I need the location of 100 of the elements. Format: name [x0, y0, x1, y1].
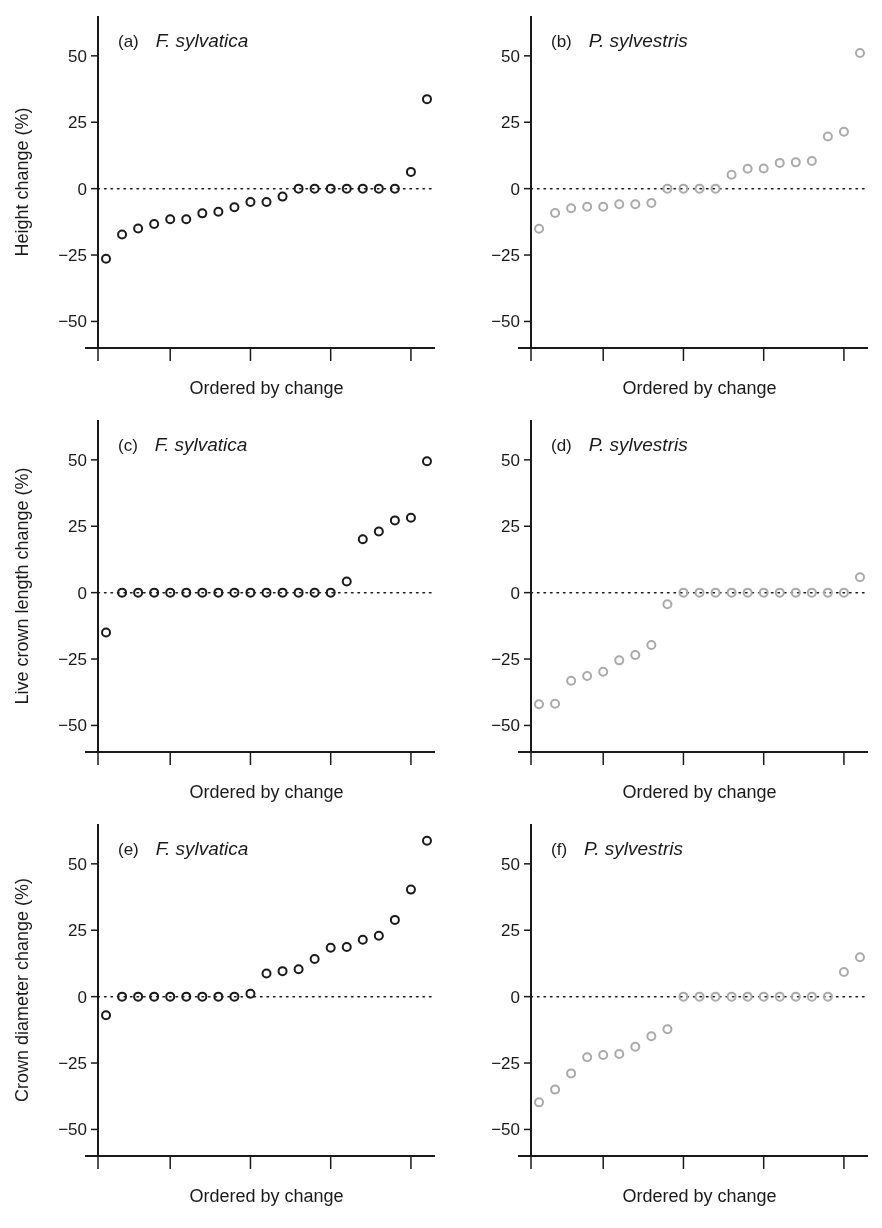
point	[790, 587, 801, 598]
y-tick-label: −25	[58, 649, 87, 669]
y-tick-label: 0	[77, 583, 87, 603]
y-tick-label: −50	[58, 716, 87, 736]
point	[149, 218, 160, 229]
point	[357, 934, 368, 945]
y-tick-label: −25	[58, 1053, 87, 1073]
y-tick-label: 25	[68, 921, 87, 941]
point	[646, 1031, 657, 1042]
point	[309, 587, 320, 598]
point	[117, 229, 128, 240]
point	[277, 191, 288, 202]
point	[646, 197, 657, 208]
point	[277, 966, 288, 977]
point	[790, 157, 801, 168]
y-tick-label: −50	[58, 312, 87, 332]
point	[694, 587, 705, 598]
point	[614, 655, 625, 666]
point	[758, 991, 769, 1002]
x-axis-title: Ordered by change	[622, 378, 777, 398]
y-tick-label: 50	[501, 46, 520, 66]
point	[149, 991, 160, 1002]
text: F. sylvatica	[154, 434, 248, 455]
y-tick-label: −50	[491, 312, 520, 332]
point	[598, 201, 609, 212]
point	[790, 991, 801, 1002]
y-tick-label: −25	[491, 245, 520, 265]
point	[357, 183, 368, 194]
point	[678, 183, 689, 194]
point	[341, 183, 352, 194]
point	[662, 1024, 673, 1035]
point	[550, 1084, 561, 1095]
point	[774, 587, 785, 598]
x-axis-title: Ordered by change	[622, 782, 777, 802]
y-tick-label: 25	[501, 921, 520, 941]
point	[838, 126, 849, 137]
point	[149, 587, 160, 598]
point	[822, 587, 833, 598]
y-tick-label: −25	[491, 649, 520, 669]
point	[341, 941, 352, 952]
point	[357, 534, 368, 545]
point	[117, 991, 128, 1002]
point	[101, 627, 112, 638]
point	[133, 991, 144, 1002]
point	[245, 988, 256, 999]
point	[582, 1052, 593, 1063]
point	[293, 183, 304, 194]
point	[261, 968, 272, 979]
point	[630, 199, 641, 210]
y-tick-label: 25	[68, 517, 87, 537]
point	[566, 1068, 577, 1079]
point	[774, 991, 785, 1002]
point	[838, 587, 849, 598]
x-axis-title: Ordered by change	[189, 378, 344, 398]
point	[646, 639, 657, 650]
point	[421, 456, 432, 467]
point	[534, 1097, 545, 1108]
y-tick-label: 25	[501, 113, 520, 133]
y-tick-label: 50	[68, 854, 87, 874]
annotation: (b)	[551, 32, 589, 51]
y-tick-label: 0	[77, 987, 87, 1007]
y-tick-label: −25	[491, 1053, 520, 1073]
y-tick-label: 0	[510, 987, 520, 1007]
point	[582, 201, 593, 212]
point	[710, 991, 721, 1002]
point	[854, 572, 865, 583]
point	[774, 157, 785, 168]
text: P. sylvestris	[588, 30, 689, 51]
point	[213, 587, 224, 598]
point	[389, 183, 400, 194]
text: P. sylvestris	[584, 838, 684, 859]
x-axis-title: Ordered by change	[189, 782, 344, 802]
y-tick-label: 50	[501, 854, 520, 874]
point	[421, 835, 432, 846]
point	[550, 208, 561, 219]
point	[181, 587, 192, 598]
point	[598, 666, 609, 677]
point	[694, 183, 705, 194]
point	[181, 214, 192, 225]
y-tick-label: 0	[510, 179, 520, 199]
y-tick-label: 50	[501, 450, 520, 470]
point	[614, 1049, 625, 1059]
point	[165, 587, 176, 598]
point	[197, 991, 208, 1002]
point	[101, 1010, 112, 1021]
point	[117, 587, 128, 598]
y-tick-label: −25	[58, 245, 87, 265]
point	[101, 253, 112, 264]
point	[341, 576, 352, 587]
y-axis-title: Crown diameter change (%)	[12, 877, 32, 1103]
point	[806, 156, 817, 167]
point	[373, 930, 384, 941]
y-tick-label: 25	[501, 517, 520, 537]
y-tick-label: 0	[77, 179, 87, 199]
point	[165, 214, 176, 225]
annotation: (f)	[551, 840, 585, 859]
point	[293, 964, 304, 975]
point	[389, 914, 400, 925]
point	[806, 991, 817, 1002]
point	[678, 991, 689, 1002]
